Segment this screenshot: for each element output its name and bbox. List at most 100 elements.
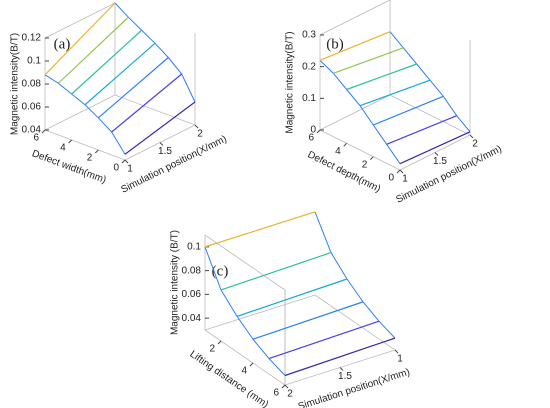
z-tick-label: 0.08 xyxy=(22,79,42,90)
y-tick-label: 2 xyxy=(209,344,215,355)
y-tick xyxy=(68,139,73,144)
box-edge xyxy=(44,2,116,39)
mesh-line xyxy=(84,42,156,106)
x-tick-label: 2 xyxy=(472,139,478,150)
mesh-line xyxy=(284,337,396,377)
mesh-line xyxy=(386,115,457,145)
mesh-line xyxy=(57,16,129,84)
mesh-line xyxy=(44,2,116,76)
z-tick-label: 0.06 xyxy=(182,289,202,300)
box-edge xyxy=(319,129,401,171)
box-edge xyxy=(319,94,391,131)
z-tick-label: 0.04 xyxy=(22,125,42,136)
x-tick-label: 1 xyxy=(397,354,403,365)
mesh-line xyxy=(268,320,380,360)
surface-edge xyxy=(314,211,396,339)
surface-edge xyxy=(389,31,471,133)
z-tick-label: 0.1 xyxy=(27,56,41,67)
x-axis-label: Simulation position(X/mm) xyxy=(394,144,503,206)
box-edge xyxy=(204,329,286,386)
box-edge xyxy=(44,129,126,161)
x-tick xyxy=(284,384,289,389)
y-tick xyxy=(249,362,254,367)
surface-edge xyxy=(204,246,286,376)
z-tick-label: 0.1 xyxy=(302,93,316,104)
x-tick xyxy=(339,367,344,371)
mesh-line xyxy=(220,251,332,291)
y-tick-label: 6 xyxy=(308,133,314,144)
y-tick-label: 6 xyxy=(33,133,39,144)
y-tick xyxy=(121,159,126,164)
x-tick-label: 1 xyxy=(127,164,133,175)
x-axis-label: Simulation position(X/mm) xyxy=(119,134,228,196)
z-tick-label: 0.12 xyxy=(22,33,42,44)
mesh-line xyxy=(252,301,364,340)
y-tick xyxy=(94,149,99,154)
z-tick-label: 0.06 xyxy=(22,102,42,113)
box-edge xyxy=(319,0,391,36)
y-tick xyxy=(41,129,46,134)
y-tick xyxy=(316,129,321,134)
z-tick-label: 0.3 xyxy=(302,30,316,41)
x-tick-label: 1.5 xyxy=(338,371,352,382)
mesh-line xyxy=(97,57,169,119)
mesh-line xyxy=(333,47,404,74)
z-axis-label: Magnetic intensity (B/T) xyxy=(170,230,181,335)
y-tick xyxy=(396,169,401,174)
z-tick-label: 0.04 xyxy=(182,313,202,324)
y-tick-label: 4 xyxy=(241,366,247,377)
x-axis-label: Simulation position(X/mm) xyxy=(297,367,412,408)
x-tick-label: 2 xyxy=(287,389,293,400)
box-edge xyxy=(204,294,316,331)
box-edge xyxy=(44,94,116,131)
y-tick xyxy=(217,340,222,345)
x-tick-label: 1.5 xyxy=(433,156,447,167)
x-tick-label: 1 xyxy=(402,174,408,185)
y-tick-label: 4 xyxy=(60,143,66,154)
x-tick-label: 1.5 xyxy=(158,146,172,157)
x-tick xyxy=(399,169,404,174)
mesh-line xyxy=(359,79,431,107)
mesh-line xyxy=(319,31,391,61)
mesh-line xyxy=(346,63,417,91)
x-tick-label: 2 xyxy=(197,129,203,140)
y-tick xyxy=(369,156,374,161)
z-tick-label: 0.2 xyxy=(302,61,316,72)
x-tick xyxy=(434,152,439,156)
z-tick-label: 0.1 xyxy=(187,242,201,253)
y-tick xyxy=(281,384,286,389)
mesh-line xyxy=(111,73,183,133)
box-edge xyxy=(114,94,196,126)
mesh-line xyxy=(373,95,444,126)
y-tick-label: 6 xyxy=(273,388,279,399)
y-tick-label: 4 xyxy=(335,146,341,157)
y-axis-label: Defect width(mm) xyxy=(30,148,107,186)
mesh-line xyxy=(399,131,471,165)
y-tick-label: 0 xyxy=(388,173,394,184)
panel-label: (b) xyxy=(326,36,344,52)
surface-edge xyxy=(44,74,126,155)
y-tick-label: 2 xyxy=(87,153,93,164)
box-edge xyxy=(204,234,286,291)
x-tick xyxy=(394,349,399,354)
y-tick xyxy=(343,142,348,147)
box-edge xyxy=(389,94,471,136)
y-tick-label: 0 xyxy=(113,163,119,174)
z-axis-label: Magnetic intensity(B/T) xyxy=(285,31,296,133)
y-tick-label: 2 xyxy=(362,159,368,170)
panel-label: (a) xyxy=(54,36,71,52)
mesh-line xyxy=(71,29,143,95)
x-tick xyxy=(159,142,164,146)
y-axis-label: Defect depth(mm) xyxy=(306,149,383,195)
mesh-line xyxy=(236,278,348,317)
x-tick xyxy=(469,134,474,139)
y-axis-label: Lifting distance (mm) xyxy=(188,349,271,408)
x-tick xyxy=(124,159,129,164)
z-axis-label: Magnetic intensity(B/T) xyxy=(10,33,21,135)
z-tick-label: 0 xyxy=(310,125,316,136)
x-tick xyxy=(194,124,199,129)
mesh-line xyxy=(204,211,316,248)
z-tick-label: 0.08 xyxy=(182,265,202,276)
surface-edge xyxy=(319,59,401,164)
